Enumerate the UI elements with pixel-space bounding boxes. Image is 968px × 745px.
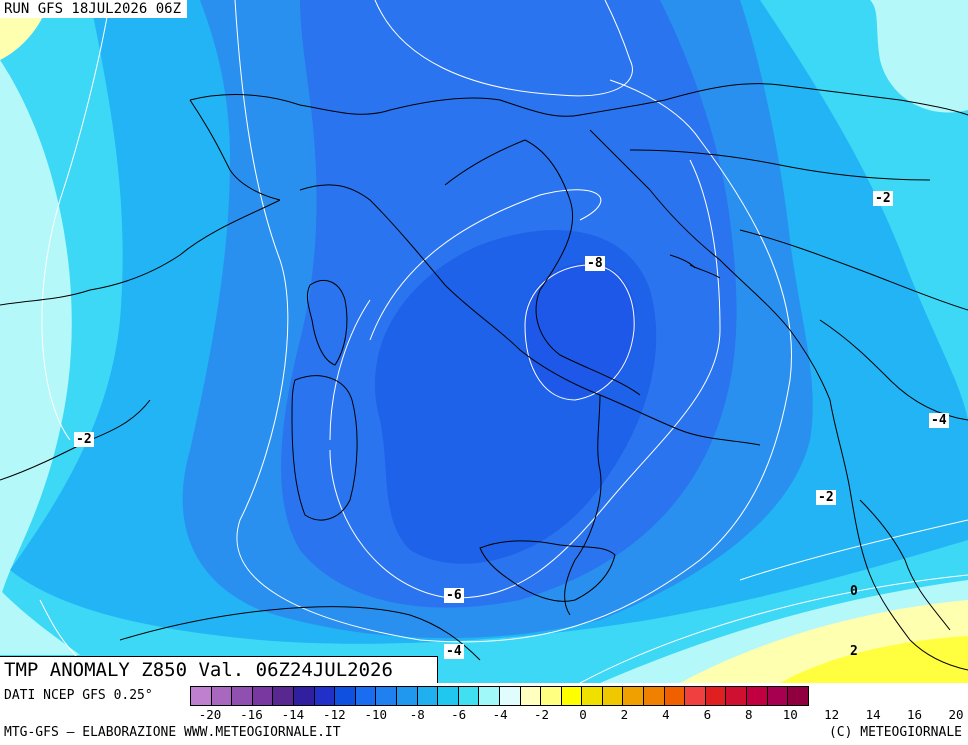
isoline-label-minus2-west: -2 xyxy=(74,432,94,447)
color-scale-tick-label: -14 xyxy=(281,707,305,722)
color-scale-cell xyxy=(499,686,521,706)
anomaly-pocket-east xyxy=(913,365,957,415)
isoline-label-minus4-east: -4 xyxy=(929,413,949,428)
color-scale-tick-label: -8 xyxy=(409,707,425,722)
color-scale-cell xyxy=(335,686,356,706)
color-scale-cell xyxy=(602,686,624,706)
color-scale-cell xyxy=(396,686,418,706)
color-scale-cell xyxy=(273,686,294,706)
anomaly-zone-northeast-pale xyxy=(870,0,968,113)
color-scale-cell xyxy=(520,686,542,706)
color-scale-tick-label: -16 xyxy=(240,707,263,722)
map-title: TMP ANOMALY Z850 Val. 06Z24JUL2026 xyxy=(0,656,438,683)
data-source-label: DATI NCEP GFS 0.25° xyxy=(4,688,153,703)
color-scale-cell xyxy=(355,686,377,706)
color-scale-tick-label: -20 xyxy=(198,707,222,722)
color-scale-tick-label: 10 xyxy=(782,707,798,722)
color-scale-cell xyxy=(788,686,809,706)
temperature-anomaly-map xyxy=(0,0,968,683)
isoline-label-minus2-northeast: -2 xyxy=(873,191,893,206)
isoline-label-zero: 0 xyxy=(850,584,858,599)
anomaly-zone-plus2 xyxy=(780,636,968,683)
color-scale-tick-label: 12 xyxy=(824,707,840,722)
color-scale-tick-label: -6 xyxy=(451,707,467,722)
color-scale-cell xyxy=(561,686,583,706)
color-scale-cell xyxy=(726,686,748,706)
color-scale-tick-label: 0 xyxy=(579,707,587,722)
color-scale-tick-label: 8 xyxy=(745,707,753,722)
color-scale-bar xyxy=(190,686,809,706)
color-scale-cell xyxy=(644,686,665,706)
color-scale-tick-label: 2 xyxy=(620,707,629,722)
anomaly-zone-west-pale xyxy=(0,60,72,600)
color-scale-tick-label: 14 xyxy=(865,707,881,722)
run-label: RUN GFS 18JUL2026 06Z xyxy=(0,0,188,18)
isoline-label-plus2: 2 xyxy=(850,644,858,659)
color-scale-cell xyxy=(438,686,459,706)
color-scale-cell xyxy=(191,686,212,706)
color-scale-cell xyxy=(541,686,562,706)
color-scale-tick-label: 20 xyxy=(948,707,964,722)
color-scale-cell xyxy=(232,686,253,706)
color-scale-tick-label: -10 xyxy=(364,707,388,722)
isoline-label-minus4-bottom: -4 xyxy=(444,644,464,659)
color-scale-cell xyxy=(417,686,439,706)
color-scale-cell xyxy=(211,686,233,706)
isoline-label-minus2-southeast: -2 xyxy=(816,490,836,505)
isoline-label-minus6: -6 xyxy=(444,588,464,603)
color-scale-tick-label: 6 xyxy=(703,707,712,722)
isolines xyxy=(39,0,968,683)
isoline-label-minus8: -8 xyxy=(585,256,605,271)
color-scale-cell xyxy=(747,686,768,706)
color-scale-cell xyxy=(623,686,645,706)
color-scale-cell xyxy=(582,686,603,706)
color-scale-cell xyxy=(293,686,315,706)
footer: DATI NCEP GFS 0.25° -20 -16 -14 -12 -10 -8 -6-… xyxy=(0,683,968,745)
color-scale-cell xyxy=(458,686,480,706)
color-scale-cell xyxy=(252,686,274,706)
anomaly-zone-minus8 xyxy=(525,262,637,399)
color-scale-tick-label: -12 xyxy=(323,707,346,722)
color-scale-cell xyxy=(685,686,706,706)
color-scale-cell xyxy=(479,686,500,706)
color-scale-cell xyxy=(314,686,336,706)
credit-left: MTG-GFS – ELABORAZIONE WWW.METEOGIORNALE… xyxy=(4,725,341,740)
color-scale-tick-label: 4 xyxy=(662,707,670,722)
anomaly-zone-south-left-pale xyxy=(0,590,80,655)
credit-right: (C) METEOGIORNALE xyxy=(828,725,962,740)
color-scale-tick-label: 16 xyxy=(907,707,923,722)
color-scale-cell xyxy=(376,686,397,706)
color-scale-ticks: -20 -16 -14 -12 -10 -8 -6 -4 -2 0 2 4 6 8 10 12 14 16 20 xyxy=(190,707,967,723)
color-scale-tick-label: -2 xyxy=(534,707,550,722)
color-scale-cell xyxy=(705,686,727,706)
color-scale-tick-label: -4 xyxy=(492,707,508,722)
color-scale-cell xyxy=(664,686,686,706)
color-scale-cell xyxy=(767,686,789,706)
coastlines xyxy=(0,83,968,671)
